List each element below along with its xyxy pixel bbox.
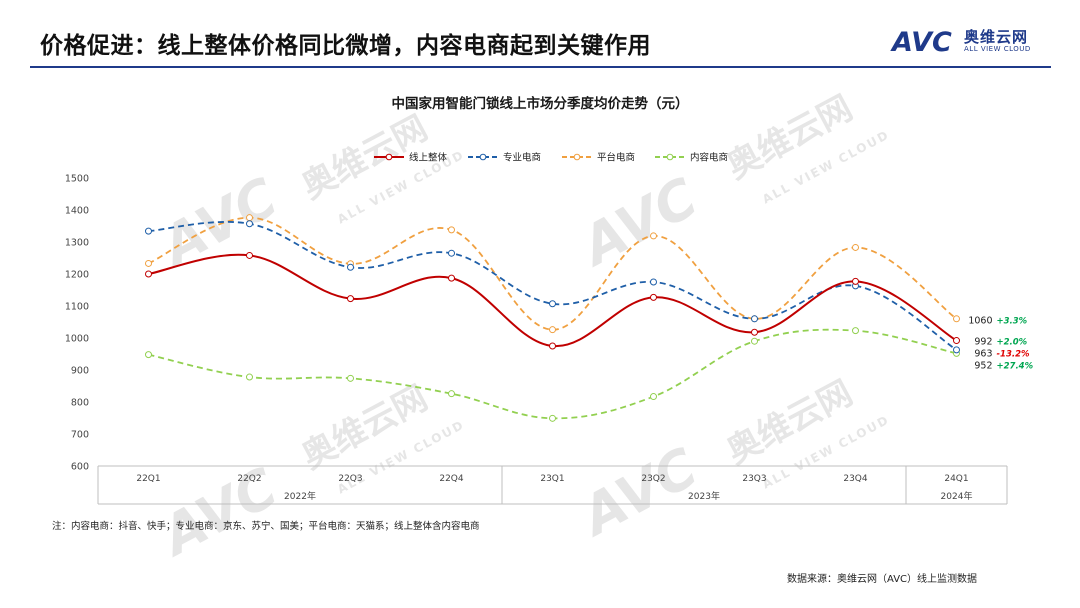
legend-label: 专业电商 xyxy=(503,152,541,164)
data-point xyxy=(448,226,455,234)
series-line xyxy=(148,216,958,331)
data-point xyxy=(549,414,556,422)
header: 价格促进：线上整体价格同比微增，内容电商起到关键作用 AVC 奥维云网 ALL … xyxy=(0,0,1080,68)
price-trend-chart: 中国家用智能门锁线上市场分季度均价走势（元） 线上整体 专业电商 平台电商 内容电商 60… xyxy=(65,95,1034,505)
yoy-change-label: +2.0% xyxy=(997,338,1028,348)
data-point xyxy=(145,351,152,359)
x-tick-label: 22Q2 xyxy=(237,474,261,484)
data-point xyxy=(549,326,556,334)
data-point xyxy=(953,315,960,323)
data-source: 数据来源：奥维云网（AVC）线上监测数据 xyxy=(787,574,978,585)
logo-cn-text: 奥维云网 xyxy=(964,28,1029,46)
footnote: 注：内容电商：抖音、快手；专业电商：京东、苏宁、国美；平台电商：天猫系；线上整体… xyxy=(52,521,480,532)
page-title: 价格促进：线上整体价格同比微增，内容电商起到关键作用 xyxy=(40,33,651,59)
data-point xyxy=(751,315,758,323)
x-group-label: 2024年 xyxy=(941,490,973,502)
data-point xyxy=(751,328,758,336)
y-tick-label: 700 xyxy=(71,430,89,441)
x-tick-label: 22Q1 xyxy=(136,474,160,484)
legend-marker xyxy=(385,153,393,161)
data-point xyxy=(448,390,455,398)
yoy-change-label: -13.2% xyxy=(997,350,1030,360)
end-value-label: 963 xyxy=(974,349,992,360)
avc-logo-mark-text: AVC xyxy=(890,27,952,58)
avc-logo-mark: AVC xyxy=(890,27,952,58)
data-point xyxy=(751,337,758,345)
data-point xyxy=(246,220,253,228)
x-tick-label: 23Q4 xyxy=(843,474,868,484)
x-tick-label: 23Q3 xyxy=(742,474,766,484)
y-tick-label: 1200 xyxy=(65,270,89,281)
data-point xyxy=(246,373,253,381)
data-point xyxy=(347,295,354,303)
end-value-label: 1060 xyxy=(968,316,992,327)
data-point xyxy=(650,393,657,401)
x-tick-label: 22Q3 xyxy=(338,474,362,484)
data-point xyxy=(347,374,354,382)
legend-label: 内容电商 xyxy=(690,152,728,164)
x-tick-label: 24Q1 xyxy=(944,474,968,484)
y-tick-label: 900 xyxy=(71,366,89,377)
data-point xyxy=(246,214,253,222)
data-point xyxy=(347,263,354,271)
legend-marker xyxy=(666,153,674,161)
chart-title: 中国家用智能门锁线上市场分季度均价走势（元） xyxy=(392,95,689,112)
data-point xyxy=(852,243,859,251)
y-tick-label: 1100 xyxy=(65,302,89,313)
yoy-change-label: +3.3% xyxy=(997,317,1028,327)
x-tick-label: 23Q2 xyxy=(641,474,665,484)
data-point xyxy=(549,300,556,308)
x-group-label: 2022年 xyxy=(284,490,316,502)
logo-en-text: ALL VIEW CLOUD xyxy=(964,45,1031,53)
data-point xyxy=(145,270,152,278)
y-tick-label: 800 xyxy=(71,398,89,409)
y-tick-label: 1300 xyxy=(65,238,89,249)
data-point xyxy=(448,274,455,282)
legend-label: 平台电商 xyxy=(597,152,635,164)
data-point xyxy=(650,278,657,286)
data-point xyxy=(145,227,152,235)
data-point xyxy=(549,342,556,350)
legend-label: 线上整体 xyxy=(409,152,448,164)
y-tick-label: 600 xyxy=(71,462,89,473)
data-point xyxy=(953,337,960,345)
data-point xyxy=(246,251,253,259)
legend-marker xyxy=(479,153,487,161)
data-point xyxy=(953,346,960,354)
avc-logo: AVC 奥维云网 ALL VIEW CLOUD xyxy=(890,24,1055,58)
data-point xyxy=(448,249,455,257)
y-tick-label: 1400 xyxy=(65,206,89,217)
data-point xyxy=(650,232,657,240)
end-value-label: 952 xyxy=(974,361,992,372)
y-tick-label: 1000 xyxy=(65,334,89,345)
data-point xyxy=(145,259,152,267)
yoy-change-label: +27.4% xyxy=(997,362,1034,372)
title-divider xyxy=(30,66,1051,68)
legend-marker xyxy=(573,153,581,161)
data-point xyxy=(852,327,859,335)
x-group-label: 2023年 xyxy=(688,490,720,502)
series-line xyxy=(148,253,958,348)
data-point xyxy=(650,293,657,301)
x-tick-label: 22Q4 xyxy=(439,474,464,484)
end-value-label: 992 xyxy=(974,337,992,348)
y-tick-label: 1500 xyxy=(65,174,89,185)
x-tick-label: 23Q1 xyxy=(540,474,564,484)
data-point xyxy=(852,277,859,285)
